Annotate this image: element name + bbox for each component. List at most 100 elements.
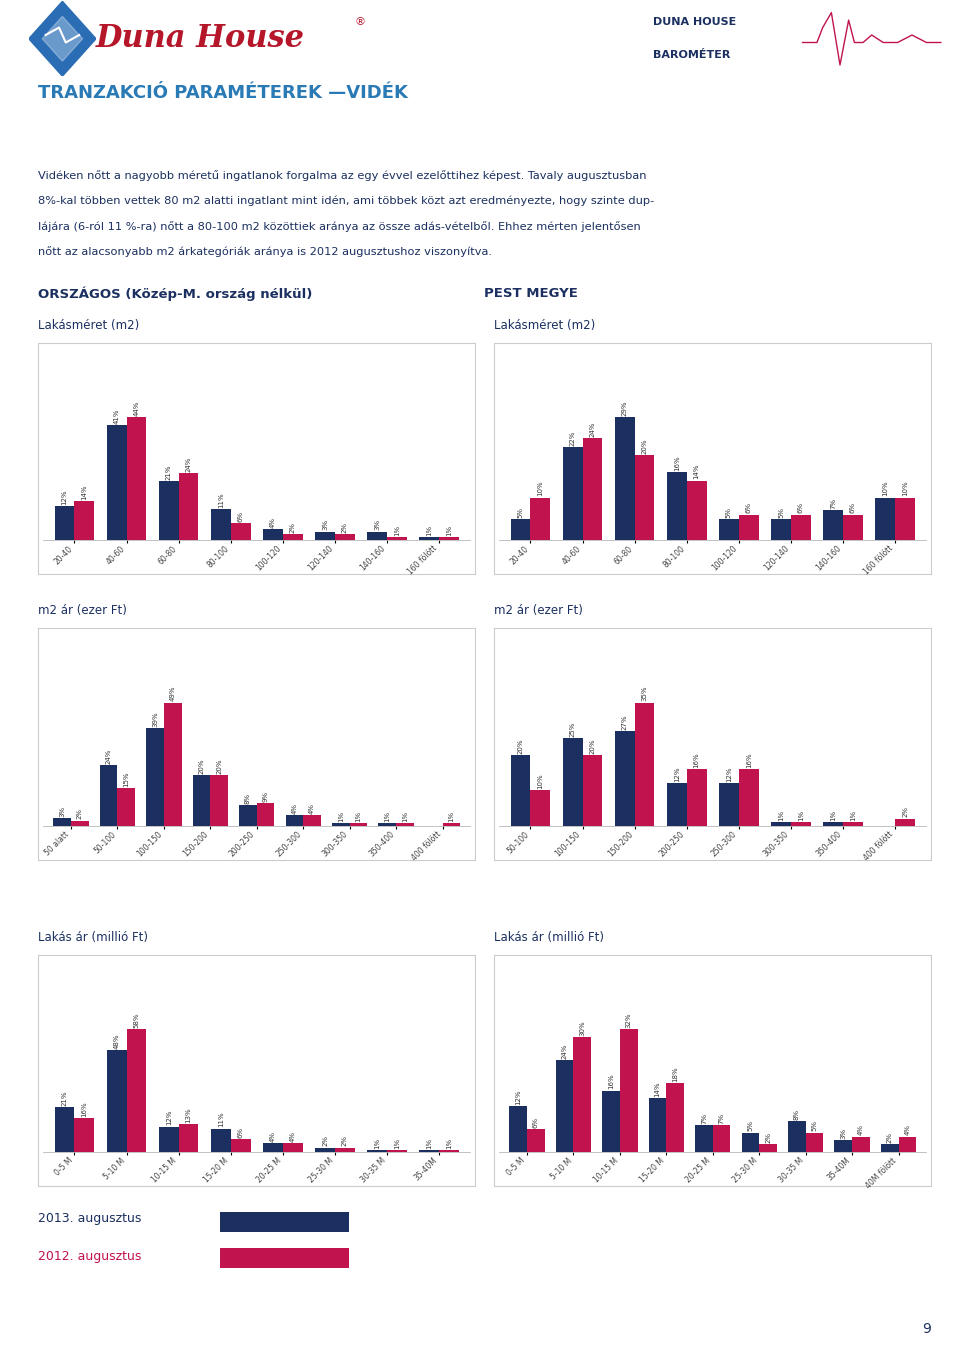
Text: 16%: 16% bbox=[746, 752, 752, 768]
FancyBboxPatch shape bbox=[220, 1248, 349, 1268]
Text: 2%: 2% bbox=[322, 1136, 328, 1146]
Text: 49%: 49% bbox=[170, 685, 176, 702]
Bar bbox=[788, 1121, 805, 1152]
Text: 7%: 7% bbox=[701, 1112, 707, 1123]
Text: 2%: 2% bbox=[290, 522, 296, 533]
Text: 13%: 13% bbox=[185, 1107, 192, 1123]
Text: 1%: 1% bbox=[426, 1137, 432, 1149]
Text: 1%: 1% bbox=[402, 811, 408, 821]
Text: 16%: 16% bbox=[674, 456, 680, 471]
Bar bbox=[211, 1129, 230, 1152]
Text: PEST MEGYE: PEST MEGYE bbox=[485, 287, 578, 301]
Bar bbox=[876, 498, 895, 540]
Bar bbox=[387, 537, 407, 540]
Text: 1%: 1% bbox=[394, 525, 400, 536]
Text: 35%: 35% bbox=[641, 685, 648, 702]
Text: 44%: 44% bbox=[133, 400, 139, 416]
Bar bbox=[852, 1137, 870, 1152]
Text: 12%: 12% bbox=[516, 1089, 521, 1104]
Text: 1%: 1% bbox=[778, 809, 784, 821]
Text: 1%: 1% bbox=[384, 811, 391, 821]
Text: 2%: 2% bbox=[765, 1132, 771, 1142]
Text: 20%: 20% bbox=[641, 438, 648, 454]
Text: 6%: 6% bbox=[238, 1127, 244, 1138]
Bar bbox=[158, 481, 179, 540]
Text: Lakásméret (m2): Lakásméret (m2) bbox=[38, 318, 139, 332]
Text: ORSZÁGOS (Közép-M. ország nélkül): ORSZÁGOS (Közép-M. ország nélkül) bbox=[38, 287, 313, 301]
Bar bbox=[824, 510, 843, 540]
Bar bbox=[127, 418, 146, 540]
Bar bbox=[349, 823, 368, 826]
Text: 5%: 5% bbox=[726, 506, 732, 518]
Bar bbox=[368, 1149, 387, 1152]
Text: 14%: 14% bbox=[694, 464, 700, 479]
Text: 9%: 9% bbox=[263, 790, 269, 802]
Text: 29%: 29% bbox=[622, 400, 628, 416]
Bar bbox=[563, 737, 583, 826]
Text: 4%: 4% bbox=[290, 1132, 296, 1142]
Bar bbox=[635, 703, 655, 826]
Text: 8%: 8% bbox=[245, 793, 251, 804]
Text: 41%: 41% bbox=[113, 409, 120, 424]
Polygon shape bbox=[29, 1, 96, 76]
Bar bbox=[759, 1144, 777, 1152]
FancyBboxPatch shape bbox=[220, 1212, 349, 1232]
Bar bbox=[739, 514, 758, 540]
Text: 24%: 24% bbox=[589, 422, 595, 437]
Text: 14%: 14% bbox=[655, 1081, 660, 1098]
Bar bbox=[396, 823, 414, 826]
Bar bbox=[315, 532, 335, 540]
Bar bbox=[741, 1133, 759, 1152]
Bar bbox=[531, 498, 550, 540]
Text: 21%: 21% bbox=[61, 1091, 67, 1106]
Bar bbox=[695, 1125, 712, 1152]
Text: Lakás ár (millió Ft): Lakás ár (millió Ft) bbox=[494, 930, 605, 944]
Bar bbox=[285, 816, 303, 826]
Bar bbox=[719, 783, 739, 826]
Text: 12%: 12% bbox=[674, 767, 680, 782]
Text: 22%: 22% bbox=[569, 430, 576, 446]
Text: 4%: 4% bbox=[292, 804, 298, 815]
Bar bbox=[511, 518, 531, 540]
Text: 3%: 3% bbox=[840, 1127, 847, 1140]
Text: 1%: 1% bbox=[798, 809, 804, 821]
Bar bbox=[387, 1149, 407, 1152]
Bar bbox=[315, 1148, 335, 1152]
Bar bbox=[107, 426, 127, 540]
Bar bbox=[439, 1149, 459, 1152]
Bar bbox=[635, 456, 655, 540]
Bar bbox=[527, 1129, 544, 1152]
Text: nőtt az alacsonyabb m2 árkategóriák aránya is 2012 augusztushoz viszonyítva.: nőtt az alacsonyabb m2 árkategóriák arán… bbox=[38, 246, 492, 257]
Text: 20%: 20% bbox=[589, 738, 595, 753]
Text: 30%: 30% bbox=[579, 1020, 586, 1035]
Bar bbox=[420, 1149, 439, 1152]
Text: 3%: 3% bbox=[374, 520, 380, 530]
Text: 4%: 4% bbox=[270, 1132, 276, 1142]
Text: 16%: 16% bbox=[694, 752, 700, 768]
Bar bbox=[583, 755, 602, 826]
Text: 4%: 4% bbox=[904, 1125, 910, 1136]
Text: Vidéken nőtt a nagyobb méretű ingatlanok forgalma az egy évvel ezelőttihez képes: Vidéken nőtt a nagyobb méretű ingatlanok… bbox=[38, 170, 647, 181]
Bar bbox=[531, 790, 550, 826]
Text: 2%: 2% bbox=[902, 806, 908, 817]
Text: 7%: 7% bbox=[719, 1112, 725, 1123]
Bar bbox=[443, 823, 460, 826]
Bar bbox=[511, 755, 531, 826]
Bar bbox=[54, 817, 71, 826]
Text: 10%: 10% bbox=[538, 774, 543, 789]
Text: 39%: 39% bbox=[152, 711, 158, 726]
Text: 15%: 15% bbox=[123, 771, 130, 786]
Text: 16%: 16% bbox=[608, 1073, 614, 1089]
Bar bbox=[263, 529, 283, 540]
Bar bbox=[332, 823, 349, 826]
Text: 20%: 20% bbox=[517, 738, 523, 753]
Text: m2 ár (ezer Ft): m2 ár (ezer Ft) bbox=[494, 604, 584, 617]
Text: 18%: 18% bbox=[672, 1066, 678, 1081]
Text: 16%: 16% bbox=[82, 1102, 87, 1117]
Bar bbox=[193, 775, 210, 826]
Text: Duna House: Duna House bbox=[96, 23, 305, 54]
Text: 24%: 24% bbox=[562, 1043, 567, 1058]
Text: 27%: 27% bbox=[622, 714, 628, 729]
Bar bbox=[257, 802, 275, 826]
Text: 2013. augusztus: 2013. augusztus bbox=[38, 1212, 142, 1225]
